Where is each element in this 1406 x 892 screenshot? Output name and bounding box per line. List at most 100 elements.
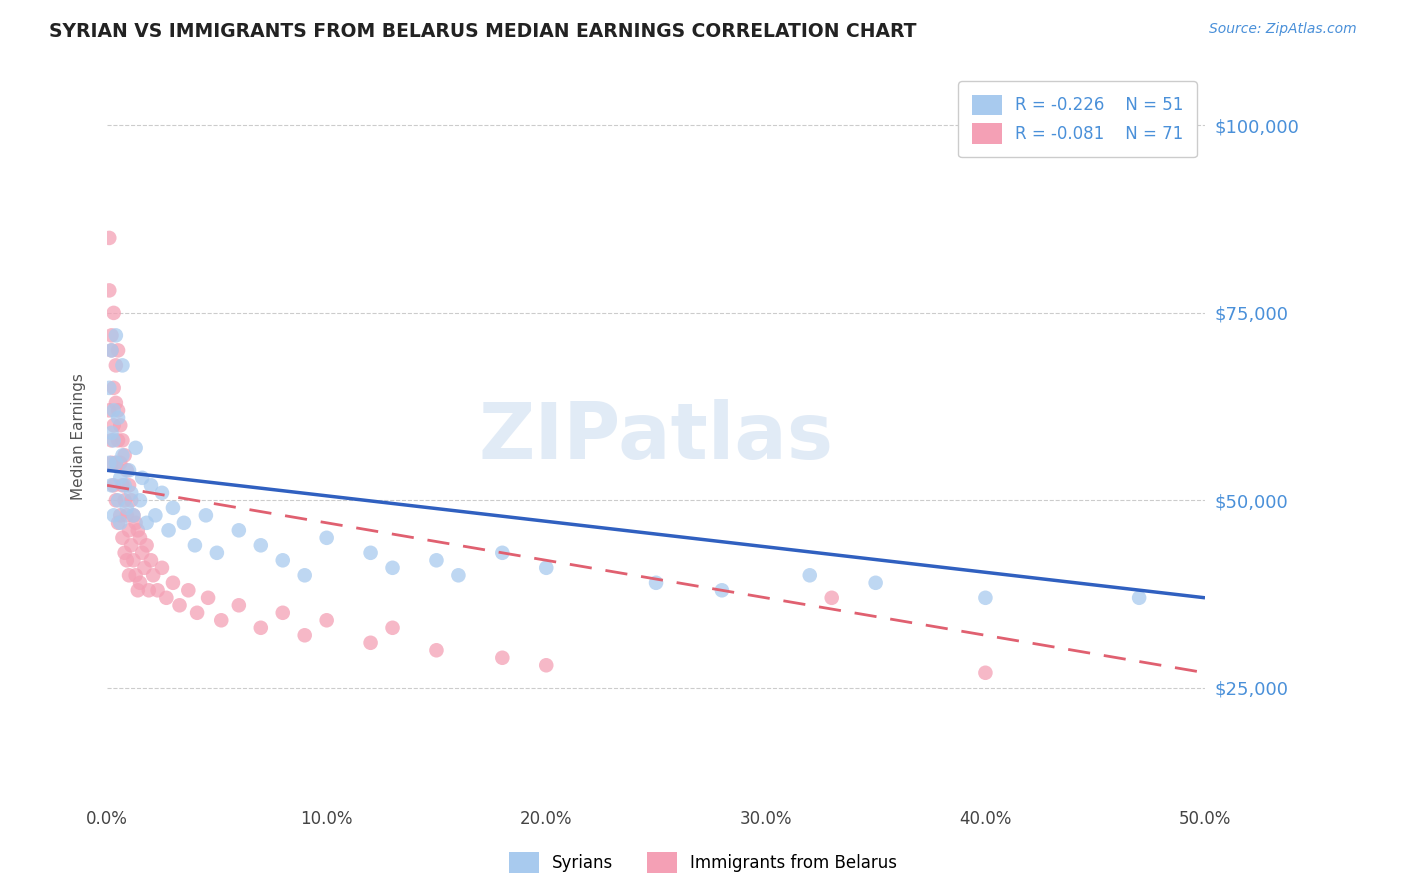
Point xyxy=(865,575,887,590)
Point xyxy=(98,403,121,417)
Point xyxy=(974,665,997,680)
Point xyxy=(110,418,132,433)
Point xyxy=(115,463,138,477)
Text: ZIPatlas: ZIPatlas xyxy=(478,399,834,475)
Point xyxy=(103,403,125,417)
Point xyxy=(710,583,733,598)
Point xyxy=(118,478,141,492)
Text: Source: ZipAtlas.com: Source: ZipAtlas.com xyxy=(1209,22,1357,37)
Point xyxy=(228,599,250,613)
Point xyxy=(425,643,447,657)
Point xyxy=(122,508,145,523)
Point xyxy=(139,553,162,567)
Point xyxy=(294,628,316,642)
Point xyxy=(127,524,149,538)
Point xyxy=(100,425,122,440)
Point xyxy=(146,583,169,598)
Point xyxy=(114,478,136,492)
Point xyxy=(135,516,157,530)
Point xyxy=(103,508,125,523)
Point xyxy=(315,531,337,545)
Point xyxy=(111,478,134,492)
Point xyxy=(107,434,129,448)
Point xyxy=(98,381,121,395)
Point xyxy=(155,591,177,605)
Point xyxy=(118,524,141,538)
Point xyxy=(120,485,142,500)
Point xyxy=(115,508,138,523)
Point xyxy=(162,575,184,590)
Point xyxy=(129,531,152,545)
Point xyxy=(100,434,122,448)
Point xyxy=(100,343,122,358)
Point xyxy=(157,524,180,538)
Point xyxy=(120,538,142,552)
Point xyxy=(194,508,217,523)
Point xyxy=(107,410,129,425)
Legend: R = -0.226    N = 51, R = -0.081    N = 71: R = -0.226 N = 51, R = -0.081 N = 71 xyxy=(959,81,1197,157)
Point xyxy=(186,606,208,620)
Point xyxy=(131,546,153,560)
Point xyxy=(536,658,558,673)
Point xyxy=(98,456,121,470)
Point xyxy=(162,500,184,515)
Point xyxy=(107,403,129,417)
Point xyxy=(150,561,173,575)
Point xyxy=(98,231,121,245)
Point xyxy=(205,546,228,560)
Point xyxy=(821,591,844,605)
Point xyxy=(129,575,152,590)
Point xyxy=(209,613,232,627)
Point xyxy=(124,568,146,582)
Point xyxy=(127,583,149,598)
Point xyxy=(294,568,316,582)
Point xyxy=(974,591,997,605)
Point xyxy=(100,456,122,470)
Point xyxy=(381,561,404,575)
Point xyxy=(124,516,146,530)
Point xyxy=(134,561,156,575)
Point xyxy=(131,471,153,485)
Point xyxy=(114,493,136,508)
Point xyxy=(111,434,134,448)
Point xyxy=(104,456,127,470)
Point xyxy=(249,538,271,552)
Point xyxy=(114,448,136,462)
Legend: Syrians, Immigrants from Belarus: Syrians, Immigrants from Belarus xyxy=(502,846,904,880)
Point xyxy=(447,568,470,582)
Point xyxy=(103,478,125,492)
Point xyxy=(135,538,157,552)
Point xyxy=(124,441,146,455)
Point xyxy=(111,531,134,545)
Point xyxy=(107,516,129,530)
Point xyxy=(799,568,821,582)
Point xyxy=(173,516,195,530)
Point xyxy=(122,508,145,523)
Point xyxy=(491,546,513,560)
Point xyxy=(122,553,145,567)
Point xyxy=(139,478,162,492)
Point xyxy=(228,524,250,538)
Point xyxy=(491,650,513,665)
Point xyxy=(425,553,447,567)
Point xyxy=(110,516,132,530)
Point xyxy=(107,493,129,508)
Point xyxy=(271,606,294,620)
Point xyxy=(111,359,134,373)
Point xyxy=(110,456,132,470)
Point xyxy=(249,621,271,635)
Point xyxy=(645,575,668,590)
Point xyxy=(104,493,127,508)
Point xyxy=(114,546,136,560)
Point xyxy=(104,328,127,343)
Point xyxy=(197,591,219,605)
Text: SYRIAN VS IMMIGRANTS FROM BELARUS MEDIAN EARNINGS CORRELATION CHART: SYRIAN VS IMMIGRANTS FROM BELARUS MEDIAN… xyxy=(49,22,917,41)
Point xyxy=(104,396,127,410)
Point xyxy=(115,553,138,567)
Point xyxy=(142,568,165,582)
Point xyxy=(184,538,207,552)
Point xyxy=(103,381,125,395)
Point xyxy=(100,343,122,358)
Point xyxy=(118,463,141,477)
Point xyxy=(1128,591,1150,605)
